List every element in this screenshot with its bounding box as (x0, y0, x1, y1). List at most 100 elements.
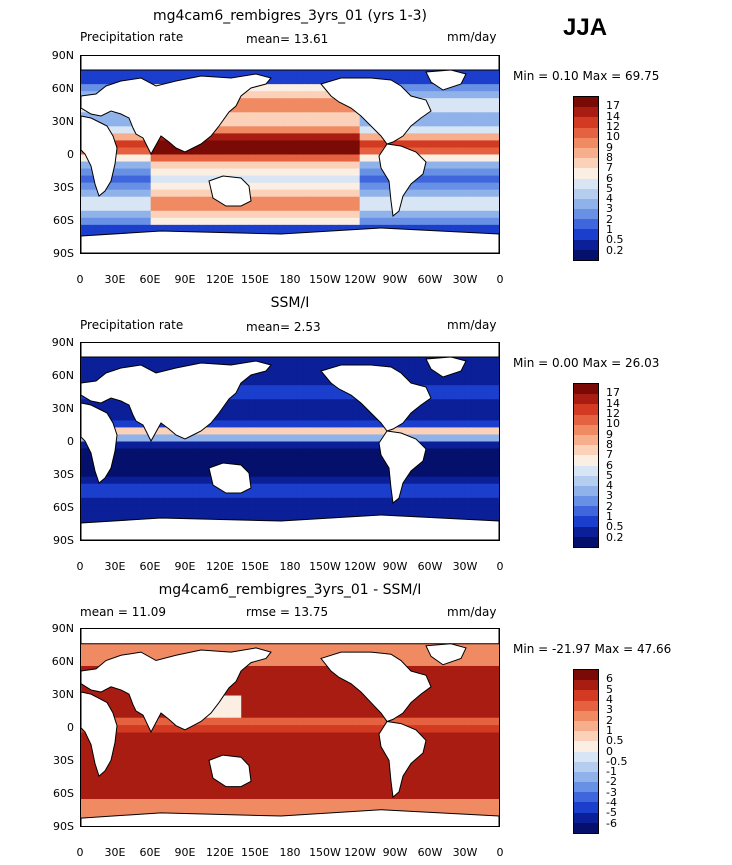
lon-tick-label: 120E (206, 560, 234, 573)
colorbar-swatch (574, 127, 598, 138)
lat-tick-label: 90N (51, 49, 74, 62)
colorbar-swatch (574, 414, 598, 425)
colorbar-swatch (574, 147, 598, 159)
colorbar-swatch (574, 168, 598, 179)
lat-tick-label: 30S (53, 181, 74, 194)
colorbar-swatch (574, 812, 598, 823)
lon-tick-label: 30W (452, 560, 478, 573)
colorbar-swatch (574, 670, 598, 681)
panel-title: mg4cam6_rembigres_3yrs_01 (yrs 1-3) (152, 8, 428, 24)
colorbar-label: 0.2 (606, 530, 624, 544)
colorbar-label: 5 (606, 468, 613, 482)
colorbar-swatch (574, 117, 598, 128)
lat-tick-label: 90S (53, 820, 74, 833)
colorbar-swatch (574, 455, 598, 466)
colorbar-swatch (574, 700, 598, 711)
units-label: mm/day (447, 318, 497, 332)
colorbar-swatch (574, 526, 598, 537)
lon-tick-label: 60E (139, 560, 161, 573)
lon-tick-label: 120W (344, 273, 376, 286)
lon-tick-label: 150W (309, 560, 341, 573)
colorbar-swatch (574, 690, 598, 701)
colorbar-swatch (574, 751, 598, 762)
colorbar-label: -6 (606, 816, 617, 830)
colorbar-swatch (574, 97, 598, 108)
lon-tick-label: 90W (382, 560, 408, 573)
colorbar-label: 6 (606, 672, 613, 686)
colorbar-swatch (574, 741, 598, 752)
lat-tick-label: 60S (53, 214, 74, 227)
lon-tick-label: 150E (241, 846, 269, 859)
season-label: JJA (563, 14, 608, 41)
mean-label: mean= 2.53 (246, 320, 321, 334)
lat-tick-label: 60N (51, 655, 74, 668)
colorbar-swatch (574, 198, 598, 210)
colorbar-swatch (574, 710, 598, 721)
colorbar-swatch (574, 516, 598, 527)
lon-tick-label: 90E (174, 560, 196, 573)
lat-tick-label: 60N (51, 82, 74, 95)
colorbar-label: 1 (606, 723, 613, 737)
min-max-label: Min = 0.10 Max = 69.75 (513, 69, 660, 83)
colorbar-swatch (574, 158, 598, 169)
colorbar-swatch (574, 434, 598, 446)
colorbar-label: 0.5 (606, 233, 624, 247)
lon-tick-label: 60W (417, 560, 443, 573)
colorbar-label: 1 (606, 223, 613, 237)
precip-map (80, 342, 500, 541)
colorbar-label: 3 (606, 202, 613, 216)
lat-tick-label: 90N (51, 622, 74, 635)
colorbar-label: 10 (606, 130, 620, 144)
colorbar (573, 96, 599, 261)
lon-tick-label: 0 (496, 846, 504, 859)
colorbar-label: 3 (606, 489, 613, 503)
colorbar-label: 0.5 (606, 734, 624, 748)
colorbar-label: 12 (606, 119, 620, 133)
variable-label: Precipitation rate (80, 30, 184, 44)
panel-title: mg4cam6_rembigres_3yrs_01 - SSM/I (158, 582, 422, 598)
colorbar-swatch (574, 249, 598, 260)
colorbar-label: 0.5 (606, 520, 624, 534)
colorbar-swatch (574, 107, 598, 118)
colorbar-label: -4 (606, 796, 617, 810)
colorbar-swatch (574, 394, 598, 405)
precip-map (80, 55, 500, 254)
lon-tick-label: 120W (344, 846, 376, 859)
min-max-label: Min = -21.97 Max = 47.66 (513, 642, 672, 656)
lon-tick-label: 90E (174, 273, 196, 286)
lon-tick-label: 120W (344, 560, 376, 573)
colorbar-swatch (574, 465, 598, 476)
lon-tick-label: 30E (104, 560, 126, 573)
colorbar-label: 9 (606, 427, 613, 441)
lat-tick-label: 30N (51, 688, 74, 701)
lat-tick-label: 90S (53, 247, 74, 260)
mean-label: mean = 11.09 (80, 605, 167, 619)
lon-tick-label: 30W (452, 273, 478, 286)
lon-tick-label: 120E (206, 273, 234, 286)
lon-tick-label: 0 (496, 273, 504, 286)
colorbar-swatch (574, 178, 598, 189)
lon-tick-label: 90W (382, 273, 408, 286)
lon-tick-label: 60E (139, 273, 161, 286)
colorbar-label: 14 (606, 396, 620, 410)
colorbar-swatch (574, 404, 598, 415)
lat-tick-label: 60N (51, 369, 74, 382)
colorbar-label: 0 (606, 744, 613, 758)
colorbar-swatch (574, 209, 598, 220)
lon-tick-label: 60E (139, 846, 161, 859)
colorbar-label: -5 (606, 806, 617, 820)
colorbar-swatch (574, 229, 598, 240)
colorbar-swatch (574, 384, 598, 395)
panel-title: SSM/I (270, 295, 310, 311)
colorbar-label: 17 (606, 386, 620, 400)
colorbar-swatch (574, 506, 598, 517)
lon-tick-label: 30E (104, 273, 126, 286)
lat-tick-label: 0 (67, 721, 74, 734)
colorbar-label: 9 (606, 140, 613, 154)
variable-label: Precipitation rate (80, 318, 184, 332)
colorbar-label: 6 (606, 458, 613, 472)
lon-tick-label: 0 (76, 273, 84, 286)
colorbar-label: -1 (606, 765, 617, 779)
lon-tick-label: 90E (174, 846, 196, 859)
colorbar-swatch (574, 219, 598, 230)
